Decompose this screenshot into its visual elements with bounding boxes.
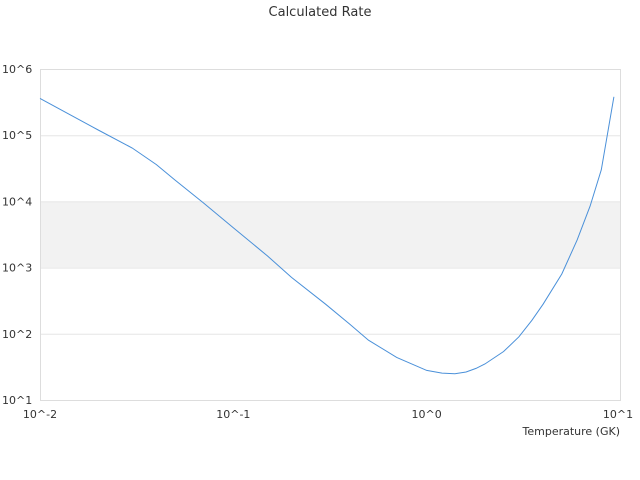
y-tick-label: 10^1 xyxy=(2,394,32,407)
x-tick-label: 10^0 xyxy=(412,408,442,421)
x-tick-label: 10^1 xyxy=(603,408,633,421)
y-tick-label: 10^6 xyxy=(2,63,32,76)
grid-band xyxy=(40,201,620,268)
x-axis-ticks: 10^-2 10^-1 10^0 10^1 xyxy=(23,408,633,421)
y-axis-ticks: 10^1 10^2 10^3 10^4 10^5 10^6 xyxy=(2,63,32,407)
grid-band xyxy=(40,69,620,135)
chart-title: Calculated Rate xyxy=(269,5,372,20)
y-tick-label: 10^4 xyxy=(2,195,32,208)
grid-bands xyxy=(40,69,620,401)
y-tick-label: 10^2 xyxy=(2,328,32,341)
plot-frame xyxy=(40,69,621,401)
x-tick-label: 10^-2 xyxy=(23,408,57,421)
y-tick-label: 10^5 xyxy=(2,129,32,142)
series-line xyxy=(39,96,615,375)
grid-band xyxy=(40,334,620,400)
x-axis-label: Temperature (GK) xyxy=(522,425,621,438)
y-tick-label: 10^3 xyxy=(2,262,32,275)
x-tick-label: 10^-1 xyxy=(216,408,250,421)
